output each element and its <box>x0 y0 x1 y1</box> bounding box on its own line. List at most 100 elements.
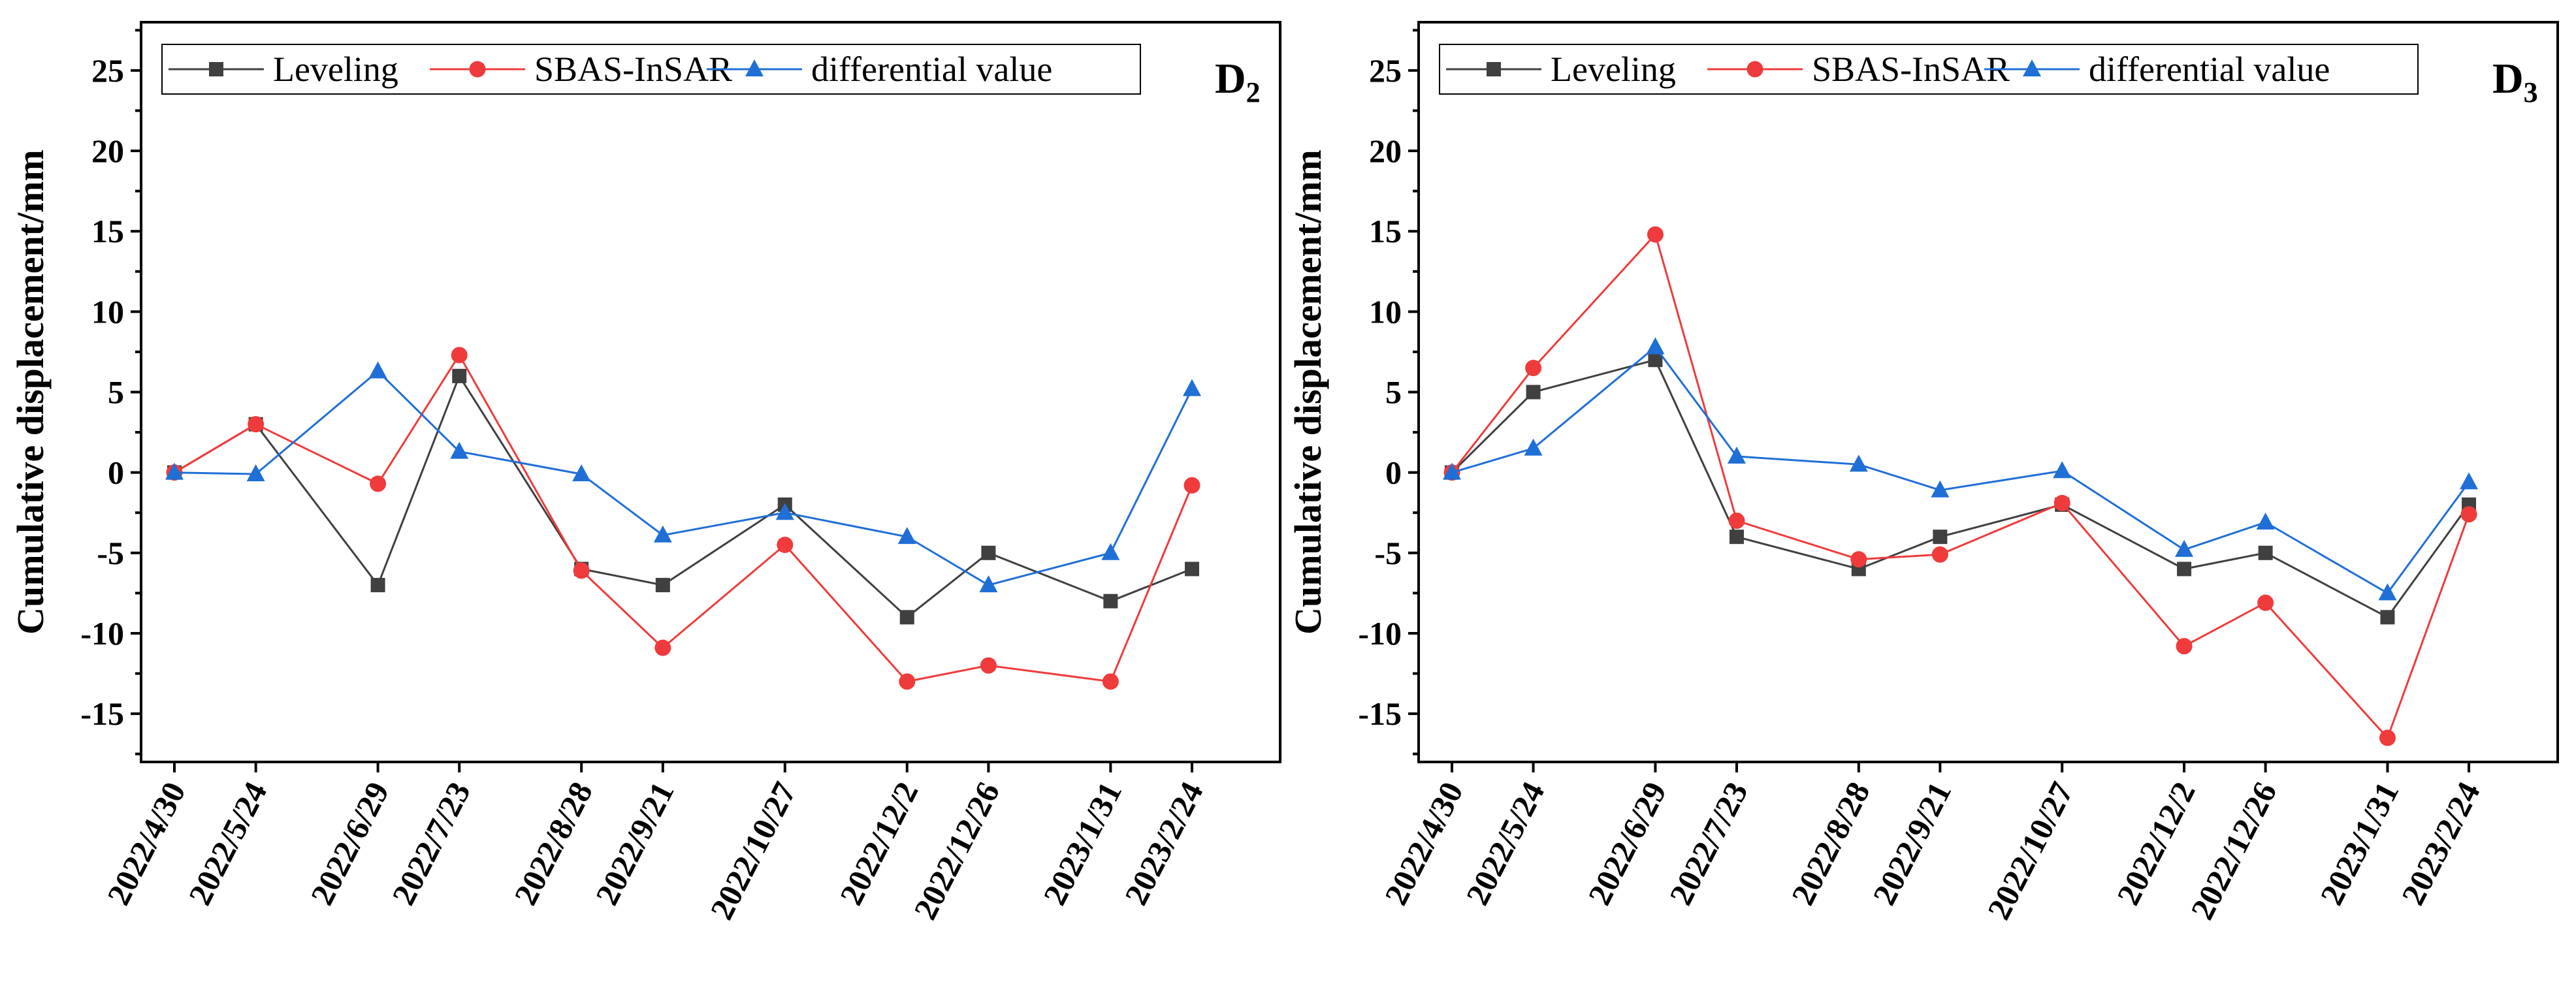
y-tick-label: 5 <box>108 374 124 411</box>
legend-entry-differential-value: differential value <box>707 50 1052 89</box>
x-tick-label: 2022/9/21 <box>588 776 681 911</box>
legend-entry-sbas-insar: SBAS-InSAR <box>1707 50 2010 89</box>
panel-label: D3 <box>2492 55 2538 108</box>
data-point <box>2460 472 2478 490</box>
data-point <box>370 578 385 593</box>
data-point <box>246 464 265 482</box>
data-point <box>1103 594 1118 609</box>
legend-marker <box>2023 59 2041 76</box>
legend-label: Leveling <box>1551 50 1676 89</box>
data-point <box>2257 594 2274 611</box>
data-point <box>452 368 467 383</box>
legend-entry-sbas-insar: SBAS-InSAR <box>430 50 732 89</box>
data-point <box>573 562 590 579</box>
data-point <box>2378 583 2397 601</box>
legend-label: Leveling <box>273 50 398 89</box>
y-tick-label: 25 <box>1369 52 1402 89</box>
x-tick-label: 2022/8/28 <box>1784 776 1877 911</box>
data-point <box>1102 673 1119 690</box>
series-differential-value <box>1443 337 2478 601</box>
x-tick-label: 2022/8/28 <box>507 776 600 911</box>
legend-entry-leveling: Leveling <box>1446 50 1676 89</box>
x-tick-label: 2023/2/24 <box>1118 776 1210 911</box>
series-line <box>1451 358 2470 619</box>
y-tick-label: 25 <box>91 52 124 89</box>
data-point <box>1727 447 1746 464</box>
data-point <box>370 475 387 492</box>
data-point <box>2053 494 2070 511</box>
panel-subscript: 3 <box>2524 76 2538 108</box>
data-point <box>2258 545 2273 560</box>
y-tick-label: 20 <box>91 133 124 169</box>
legend-label: SBAS-InSAR <box>1812 50 2010 89</box>
data-point <box>1933 530 1948 545</box>
plot-frame <box>1417 21 2559 763</box>
data-point <box>2177 562 2192 577</box>
legend-marker <box>745 59 764 76</box>
data-point <box>2460 506 2477 523</box>
chart-panel-d3: -15 -10 -5 0 5 10 15 20 25 Cumulative displacemen… <box>1287 21 2559 925</box>
data-point <box>2175 539 2194 557</box>
data-point <box>1647 226 1664 243</box>
legend: Leveling SBAS-InSAR differential value <box>161 44 1141 95</box>
x-tick-label: 2022/10/27 <box>1980 776 2080 925</box>
legend-box <box>1439 44 2419 95</box>
data-point <box>654 639 671 656</box>
data-point <box>1931 480 1950 498</box>
y-tick-label: 0 <box>108 454 124 491</box>
y-tick-label: -15 <box>1358 695 1402 732</box>
legend: Leveling SBAS-InSAR differential value <box>1439 44 2419 95</box>
data-point <box>1101 543 1120 560</box>
legend-marker <box>209 62 223 76</box>
series-line <box>174 373 1193 619</box>
series-differential-value <box>165 361 1201 593</box>
data-point <box>777 536 794 553</box>
x-tick-label: 2022/7/23 <box>1662 776 1755 911</box>
x-tick-label: 2022/12/2 <box>2110 776 2202 911</box>
series-line <box>174 370 1193 586</box>
y-tick-label: -15 <box>80 695 124 732</box>
legend-marker <box>1487 62 1501 76</box>
chart-panel-d2: -15 -10 -5 0 5 10 15 20 25 Cumulative displacemen… <box>9 21 1281 925</box>
data-point <box>980 657 997 674</box>
legend-box <box>161 44 1141 95</box>
x-tick-label: 2023/1/31 <box>1036 776 1129 911</box>
data-point <box>897 527 916 545</box>
data-point <box>248 416 265 433</box>
y-tick-label: 10 <box>1369 293 1402 330</box>
legend-entry-differential-value: differential value <box>1984 50 2330 89</box>
x-tick-label: 2022/6/29 <box>1581 776 1673 911</box>
legend-label: SBAS-InSAR <box>534 50 732 89</box>
data-point <box>981 545 996 560</box>
data-point <box>2379 729 2396 746</box>
data-point <box>1183 477 1200 494</box>
series-line <box>1451 345 2470 595</box>
panel-letter: D <box>1215 55 1246 103</box>
y-tick-label: 5 <box>1385 374 1402 411</box>
data-point <box>1850 551 1867 568</box>
series-leveling <box>167 368 1199 625</box>
data-point <box>1728 513 1745 530</box>
x-tick-label: 2022/12/2 <box>833 776 926 911</box>
x-tick-label: 2022/7/23 <box>385 776 477 911</box>
data-point <box>2176 638 2193 655</box>
legend-label: differential value <box>2089 50 2330 89</box>
data-point <box>572 464 591 482</box>
y-axis-label: Cumulative displacement/mm <box>9 150 52 635</box>
x-tick-label: 2022/10/27 <box>703 776 803 925</box>
y-tick-label: -5 <box>97 535 124 571</box>
y-axis-label: Cumulative displacement/mm <box>1287 150 1329 635</box>
data-point <box>1183 379 1201 396</box>
data-point <box>899 673 916 690</box>
data-point <box>451 347 468 364</box>
x-tick-label: 2022/4/30 <box>100 776 193 911</box>
legend-entry-leveling: Leveling <box>169 50 398 89</box>
x-tick-label: 2023/1/31 <box>2313 776 2406 911</box>
data-point <box>979 575 998 593</box>
data-point <box>655 578 670 593</box>
x-tick-label: 2023/2/24 <box>2394 776 2487 911</box>
data-point <box>1526 385 1541 400</box>
data-point <box>1729 530 1744 545</box>
panel-subscript: 2 <box>1246 76 1261 108</box>
y-tick-label: -10 <box>80 615 124 652</box>
